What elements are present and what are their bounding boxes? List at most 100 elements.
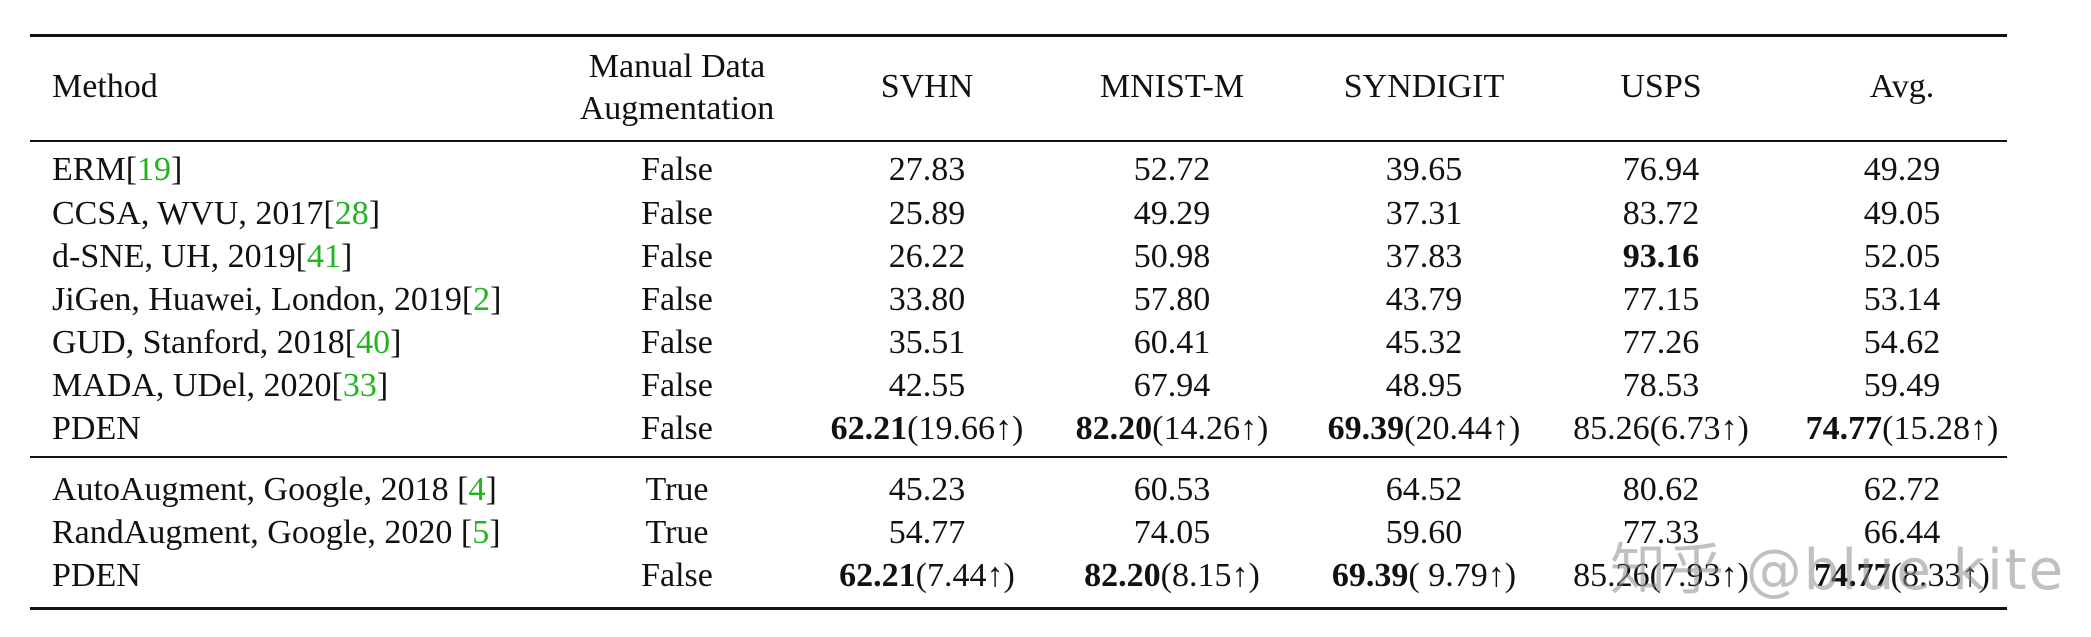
cell-avg: 74.77(8.33↑) bbox=[1814, 556, 1990, 596]
header-usps: USPS bbox=[1620, 68, 1702, 105]
best-value: 74.77 bbox=[1805, 410, 1883, 447]
header-svhn: SVHN bbox=[880, 68, 974, 105]
method-name: CCSA, WVU, 2017 bbox=[52, 195, 324, 232]
cell-syndigit: 45.32 bbox=[1385, 324, 1463, 361]
citation-bracket: [ bbox=[295, 238, 307, 275]
method-name: GUD, Stanford, 2018 bbox=[52, 324, 345, 361]
method-cell: PDEN bbox=[52, 556, 141, 596]
best-value: 82.20 bbox=[1084, 557, 1161, 594]
citation-link[interactable]: 28 bbox=[334, 195, 369, 232]
citation-bracket: ] bbox=[171, 151, 183, 188]
cell-mnistm: 82.20(14.26↑) bbox=[1076, 409, 1269, 449]
citation-bracket: ] bbox=[390, 324, 402, 361]
cell-mnistm: 67.94 bbox=[1133, 367, 1211, 404]
bottom-rule bbox=[30, 607, 2007, 610]
cell-syndigit: 39.65 bbox=[1385, 151, 1463, 188]
watermark: 知乎 @blue kite bbox=[1610, 538, 2066, 603]
cell-svhn: 42.55 bbox=[888, 367, 966, 404]
citation-bracket: ] bbox=[376, 367, 389, 404]
cell-usps: 85.26(6.73↑) bbox=[1573, 410, 1749, 447]
citation-bracket: [ bbox=[331, 367, 343, 404]
cell-avg: 54.62 bbox=[1863, 324, 1941, 361]
header-aug-line1: Manual Data bbox=[588, 48, 766, 85]
method-name: PDEN bbox=[52, 410, 141, 447]
cell-syndigit: 69.39(20.44↑) bbox=[1328, 409, 1521, 449]
improvement-value: (14.26↑) bbox=[1152, 410, 1269, 447]
cell-syndigit: 43.79 bbox=[1385, 281, 1463, 318]
citation-bracket: [ bbox=[461, 281, 474, 318]
citation-bracket: [ bbox=[457, 471, 469, 508]
method-cell: AutoAugment, Google, 2018 [4] bbox=[52, 470, 497, 510]
header-mnistm: MNIST-M bbox=[1099, 68, 1245, 105]
cell-aug: False bbox=[641, 195, 713, 232]
method-name: AutoAugment, Google, 2018 bbox=[52, 471, 458, 508]
cell-syndigit: 48.95 bbox=[1385, 367, 1463, 404]
citation-bracket: ] bbox=[341, 238, 353, 275]
cell-usps: 76.94 bbox=[1622, 151, 1700, 188]
cell-aug: True bbox=[645, 514, 709, 551]
improvement-value: (7.44↑) bbox=[915, 557, 1015, 594]
header-aug-line2: Augmentation bbox=[579, 90, 775, 127]
top-rule bbox=[30, 34, 2007, 37]
cell-mnistm: 60.53 bbox=[1133, 471, 1211, 508]
method-name: JiGen, Huawei, London, 2019 bbox=[52, 281, 462, 318]
citation-bracket: [ bbox=[344, 324, 357, 361]
cell-avg: 49.05 bbox=[1863, 195, 1941, 232]
cell-aug: True bbox=[645, 471, 709, 508]
method-cell: JiGen, Huawei, London, 2019[2] bbox=[52, 280, 501, 320]
best-value: 74.77 bbox=[1814, 557, 1891, 594]
cell-mnistm: 60.41 bbox=[1133, 324, 1211, 361]
cell-svhn: 35.51 bbox=[888, 324, 966, 361]
header-syndigit: SYNDIGIT bbox=[1343, 68, 1505, 105]
cell-svhn: 26.22 bbox=[888, 238, 966, 275]
cell-usps: 85.26(7.93↑) bbox=[1573, 557, 1749, 594]
improvement-value: (8.33↑) bbox=[1890, 557, 1990, 594]
cell-syndigit: 64.52 bbox=[1385, 471, 1463, 508]
best-value: 82.20 bbox=[1075, 410, 1153, 447]
cell-mnistm: 74.05 bbox=[1133, 514, 1211, 551]
cell-svhn: 62.21(7.44↑) bbox=[839, 556, 1015, 596]
cell-mnistm: 52.72 bbox=[1133, 151, 1211, 188]
header-avg: Avg. bbox=[1869, 68, 1935, 105]
cell-svhn: 27.83 bbox=[888, 151, 966, 188]
best-value: 62.21 bbox=[830, 410, 908, 447]
cell-svhn: 45.23 bbox=[888, 471, 966, 508]
cell-usps: 77.26 bbox=[1622, 324, 1700, 361]
best-value: 93.16 bbox=[1622, 238, 1700, 275]
cell-aug: False bbox=[641, 410, 713, 447]
citation-link[interactable]: 19 bbox=[137, 151, 172, 188]
cell-aug: False bbox=[641, 557, 713, 594]
cell-syndigit: 69.39( 9.79↑) bbox=[1332, 556, 1516, 596]
citation-link[interactable]: 41 bbox=[307, 238, 341, 275]
citation-link[interactable]: 33 bbox=[342, 367, 377, 404]
cell-mnistm: 50.98 bbox=[1133, 238, 1211, 275]
cell-mnistm: 82.20(8.15↑) bbox=[1084, 556, 1260, 596]
cell-aug: False bbox=[641, 238, 713, 275]
citation-link[interactable]: 40 bbox=[356, 324, 391, 361]
best-value: 69.39 bbox=[1331, 557, 1409, 594]
cell-avg: 66.44 bbox=[1863, 514, 1941, 551]
cell-aug: False bbox=[641, 367, 713, 404]
cell-usps: 77.15 bbox=[1622, 281, 1700, 318]
method-name: RandAugment, Google, 2020 bbox=[52, 514, 461, 551]
method-cell: GUD, Stanford, 2018[40] bbox=[52, 323, 401, 363]
method-name: PDEN bbox=[52, 557, 141, 594]
cell-svhn: 33.80 bbox=[888, 281, 966, 318]
cell-usps: 80.62 bbox=[1622, 471, 1700, 508]
cell-usps: 93.16 bbox=[1623, 237, 1700, 277]
header-augmentation: Manual Data Augmentation bbox=[580, 46, 775, 130]
improvement-value: (19.66↑) bbox=[907, 410, 1024, 447]
cell-usps: 77.33 bbox=[1622, 514, 1700, 551]
cell-usps: 83.72 bbox=[1622, 195, 1700, 232]
cell-avg: 52.05 bbox=[1863, 238, 1941, 275]
citation-link[interactable]: 5 bbox=[472, 514, 490, 551]
citation-link[interactable]: 2 bbox=[473, 281, 491, 318]
citation-bracket: [ bbox=[125, 151, 138, 188]
method-name: MADA, UDel, 2020 bbox=[52, 367, 332, 404]
best-value: 62.21 bbox=[839, 557, 916, 594]
best-value: 69.39 bbox=[1327, 410, 1405, 447]
method-cell: RandAugment, Google, 2020 [5] bbox=[52, 513, 501, 553]
citation-link[interactable]: 4 bbox=[468, 471, 486, 508]
cell-avg: 49.29 bbox=[1863, 151, 1941, 188]
cell-avg: 59.49 bbox=[1863, 367, 1941, 404]
